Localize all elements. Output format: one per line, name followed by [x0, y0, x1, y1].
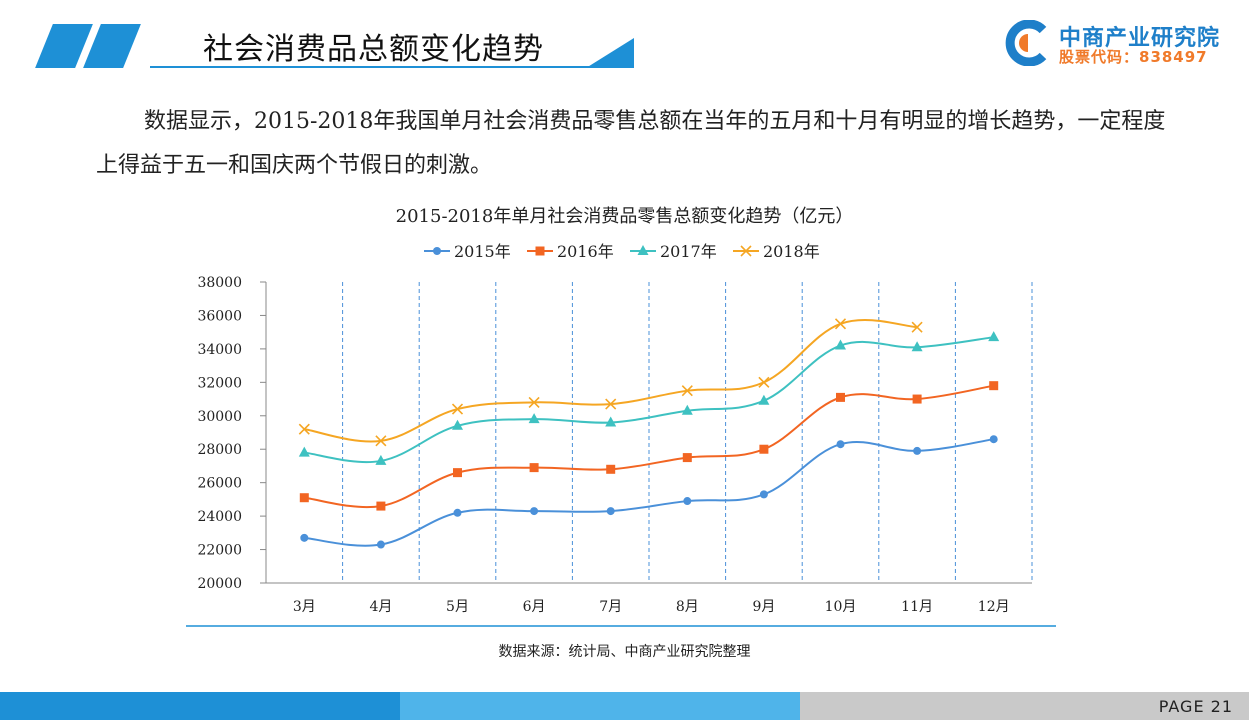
data-point [530, 507, 539, 516]
y-tick-label: 22000 [197, 543, 242, 559]
data-point [300, 533, 309, 542]
data-point [836, 392, 845, 402]
data-point [836, 440, 845, 449]
chart-title: 2015-2018年单月社会消费品零售总额变化趋势（亿元） [395, 206, 854, 227]
data-point [375, 435, 387, 447]
legend-label: 2017年 [660, 242, 717, 261]
data-point [912, 394, 922, 404]
data-point [376, 540, 385, 549]
title-underline [150, 66, 630, 68]
company-logo: 中商产业研究院 股票代码：838497 [1005, 18, 1235, 70]
data-point [682, 453, 692, 463]
data-point [376, 501, 386, 511]
data-point [606, 507, 615, 516]
summary-paragraph: 数据显示，2015-2018年我国单月社会消费品零售总额在当年的五月和十月有明显… [96, 109, 1166, 178]
x-tick-label: 4月 [369, 599, 392, 615]
y-tick-label: 26000 [197, 476, 242, 492]
data-point [758, 394, 770, 405]
page-number: PAGE 21 [1158, 697, 1233, 716]
legend-label: 2018年 [763, 242, 820, 261]
x-tick-label: 9月 [752, 599, 775, 615]
data-point [683, 497, 692, 506]
legend-marker [433, 247, 441, 255]
data-point [758, 376, 770, 388]
x-tick-label: 11月 [901, 599, 933, 615]
footer-bar-gray: PAGE 21 [800, 692, 1249, 720]
legend-marker [535, 246, 545, 256]
series-line [304, 384, 994, 509]
data-point [451, 403, 464, 415]
data-point [605, 416, 617, 427]
x-tick-label: 3月 [293, 599, 316, 615]
y-tick-label: 30000 [197, 409, 242, 425]
title-triangle [586, 38, 634, 68]
x-tick-label: 8月 [676, 599, 699, 615]
data-point [759, 444, 769, 454]
logo-name: 中商产业研究院 [1059, 26, 1221, 51]
legend-marker [637, 245, 649, 255]
data-point [989, 381, 999, 391]
y-tick-label: 28000 [197, 442, 242, 458]
data-point [681, 385, 693, 397]
x-tick-label: 7月 [599, 599, 622, 615]
data-point [528, 413, 540, 424]
logo-stock-code: 股票代码：838497 [1059, 48, 1208, 66]
y-tick-label: 20000 [197, 576, 242, 592]
data-point [605, 398, 617, 410]
x-tick-label: 12月 [978, 599, 1010, 615]
series-line [304, 438, 994, 547]
data-point [911, 341, 923, 352]
data-point [453, 468, 462, 478]
y-tick-label: 38000 [197, 275, 242, 291]
data-point [834, 318, 847, 330]
data-point [299, 493, 309, 503]
data-point [835, 339, 846, 350]
data-point [298, 423, 310, 435]
page-title: 社会消费品总额变化趋势 [203, 32, 544, 67]
data-point [453, 508, 462, 517]
data-point [681, 404, 693, 415]
y-tick-label: 24000 [197, 509, 242, 525]
x-tick-label: 10月 [825, 599, 857, 615]
y-tick-label: 36000 [197, 308, 242, 324]
data-point [989, 435, 998, 444]
data-point [528, 396, 540, 408]
legend-label: 2016年 [557, 242, 614, 261]
footer-bar-dark [0, 692, 400, 720]
line-chart: 20000 22000 24000 26000 28000 30000 32000 34000… [186, 242, 1056, 627]
legend-marker [740, 245, 752, 257]
x-tick-label: 6月 [523, 599, 546, 615]
data-point [452, 419, 463, 430]
footer-bar-light [400, 692, 800, 720]
x-tick-label: 5月 [446, 599, 469, 615]
series-line [304, 336, 994, 463]
y-tick-label: 32000 [197, 375, 242, 391]
y-tick-label: 34000 [197, 342, 242, 358]
data-point [298, 446, 310, 457]
data-point [911, 321, 923, 333]
footer: PAGE 21 [0, 692, 1249, 720]
data-point [913, 446, 922, 455]
logo-c-icon [1005, 20, 1047, 66]
data-point [529, 463, 539, 473]
data-source: 数据来源：统计局、中商产业研究院整理 [498, 644, 751, 660]
data-point [988, 331, 1000, 342]
header: 社会消费品总额变化趋势 中商产业研究院 股票代码：838497 [0, 0, 1249, 80]
data-point [606, 464, 616, 474]
data-point [375, 454, 387, 465]
legend-label: 2015年 [454, 242, 511, 261]
data-point [759, 490, 768, 499]
